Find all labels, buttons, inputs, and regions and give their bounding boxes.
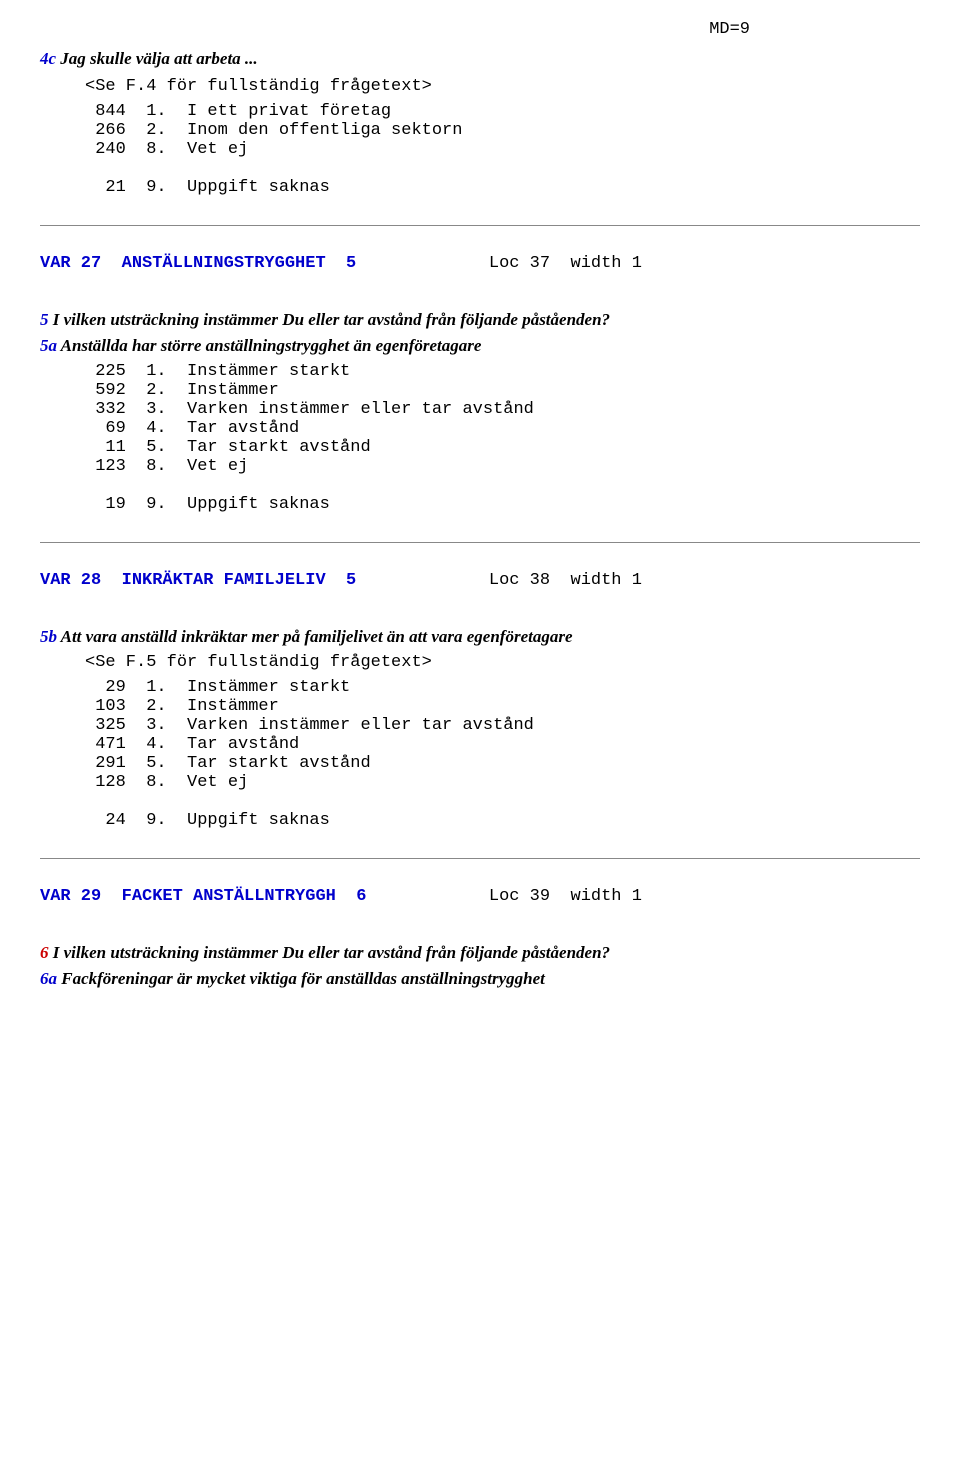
var28-row: VAR 28 INKRÄKTAR FAMILJELIV 5 Loc 38 wid… <box>40 571 920 609</box>
var29-left: VAR 29 FACKET ANSTÄLLNTRYGGH 6 <box>40 887 489 925</box>
q4c-heading: 4c Jag skulle välja att arbeta ... <box>40 49 920 69</box>
q5b-num: 5b <box>40 627 57 646</box>
q6-title: I vilken utsträckning instämmer Du eller… <box>49 943 611 962</box>
q5a-num: 5a <box>40 336 57 355</box>
q5b-title: Att vara anställd inkräktar mer på famil… <box>57 627 573 646</box>
q5b-note: <Se F.5 för fullständig frågetext> <box>40 653 920 672</box>
q4c-num: 4c <box>40 49 56 68</box>
q5-num: 5 <box>40 310 49 329</box>
md-top: MD=9 <box>40 20 920 39</box>
var27-left: VAR 27 ANSTÄLLNINGSTRYGGHET 5 <box>40 254 489 292</box>
divider <box>40 858 920 859</box>
q6a-heading: 6a Fackföreningar är mycket viktiga för … <box>40 969 920 989</box>
var29-row: VAR 29 FACKET ANSTÄLLNTRYGGH 6 Loc 39 wi… <box>40 887 920 925</box>
divider <box>40 225 920 226</box>
q6a-num: 6a <box>40 969 57 988</box>
q5-heading: 5 I vilken utsträckning instämmer Du ell… <box>40 310 920 330</box>
q6-num: 6 <box>40 943 49 962</box>
q5a-title: Anställda har större anställningstrygghe… <box>57 336 481 355</box>
q5a-heading: 5a Anställda har större anställningstryg… <box>40 336 920 356</box>
q5b-heading: 5b Att vara anställd inkräktar mer på fa… <box>40 627 920 647</box>
q4c-note: <Se F.4 för fullständig frågetext> <box>40 77 920 96</box>
divider <box>40 542 920 543</box>
q4c-title: Jag skulle välja att arbeta ... <box>56 49 258 68</box>
var28-left: VAR 28 INKRÄKTAR FAMILJELIV 5 <box>40 571 489 609</box>
q6-heading: 6 I vilken utsträckning instämmer Du ell… <box>40 943 920 963</box>
q5-title: I vilken utsträckning instämmer Du eller… <box>49 310 611 329</box>
var29-right: Loc 39 width 1 MD=9 <box>489 887 960 925</box>
q5b-rows: 29 1. Instämmer starkt 103 2. Instämmer … <box>40 678 920 830</box>
var27-row: VAR 27 ANSTÄLLNINGSTRYGGHET 5 Loc 37 wid… <box>40 254 920 292</box>
var27-right: Loc 37 width 1 MD=9 <box>489 254 960 292</box>
q6a-title: Fackföreningar är mycket viktiga för ans… <box>57 969 545 988</box>
var28-right: Loc 38 width 1 MD=9 <box>489 571 960 609</box>
q5a-rows: 225 1. Instämmer starkt 592 2. Instämmer… <box>40 362 920 514</box>
q4c-rows: 844 1. I ett privat företag 266 2. Inom … <box>40 102 920 197</box>
